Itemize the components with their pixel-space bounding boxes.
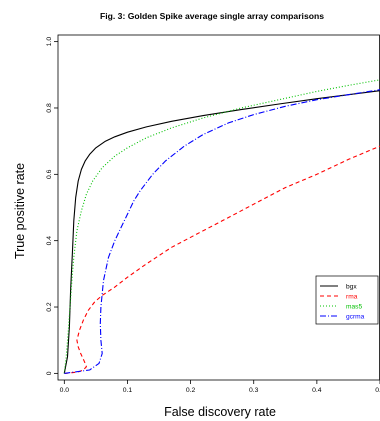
axes: 0.0 0.1 0.2 0.3 0.4 0.5 0 0.2 0.4 0.6 0.8 1.0 — [46, 34, 380, 394]
chart-title: Fig. 3: Golden Spike average single arra… — [100, 11, 324, 21]
y-tick-label: 0.2 — [46, 302, 53, 312]
legend-label-bgx: bgx — [346, 284, 357, 291]
legend: bgx rma mas5 gcrma — [315, 275, 379, 325]
x-tick-label: 0.1 — [123, 387, 133, 394]
y-tick-label: 0 — [46, 371, 53, 375]
x-tick-label: 0.0 — [60, 387, 70, 394]
legend-label-rma: rma — [346, 294, 358, 301]
x-tick-label: 0.2 — [186, 387, 196, 394]
legend-box — [315, 275, 379, 325]
plot-frame — [57, 34, 380, 381]
x-tick-label: 0.5 — [375, 387, 380, 394]
y-tick-label: 0.4 — [46, 236, 53, 246]
y-tick-label: 1.0 — [46, 37, 53, 47]
x-tick-label: 0.3 — [249, 387, 259, 394]
x-tick-label: 0.4 — [312, 387, 322, 394]
series-line-bgx — [63, 90, 380, 374]
y-axis-label: True positive rate — [13, 163, 27, 259]
x-axis-label: False discovery rate — [164, 405, 276, 419]
legend-label-mas5: mas5 — [346, 304, 362, 311]
y-tick-label: 0.8 — [46, 103, 53, 113]
y-tick-label: 0.6 — [46, 169, 53, 179]
series-line-rma — [64, 145, 380, 374]
legend-label-gcrma: gcrma — [346, 314, 365, 321]
series-line-mas5 — [63, 79, 380, 374]
series-line-gcrma — [64, 89, 380, 374]
plot-lines — [63, 79, 380, 374]
